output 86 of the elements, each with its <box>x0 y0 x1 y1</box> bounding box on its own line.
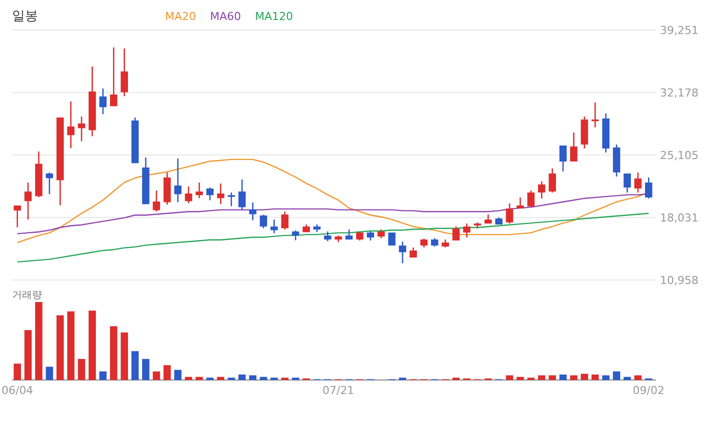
bar <box>196 376 203 380</box>
bar <box>14 364 21 380</box>
bar <box>35 302 42 380</box>
bar <box>184 376 192 380</box>
candlestick <box>249 202 256 221</box>
candlestick <box>67 100 74 149</box>
bar <box>120 332 128 380</box>
candlestick <box>570 132 578 162</box>
candlestick <box>46 172 54 195</box>
bar <box>570 375 578 380</box>
candlestick <box>110 46 118 107</box>
x-tick-label: 06/04 <box>2 384 34 397</box>
bar <box>152 371 160 380</box>
text: MA20 <box>165 10 196 23</box>
x-tick-label: 07/21 <box>322 384 354 397</box>
y-tick-label: 25,105 <box>660 148 698 162</box>
bar <box>624 376 631 380</box>
y-tick-label: 39,251 <box>660 24 698 37</box>
candlestick <box>281 210 288 230</box>
candlestick <box>538 180 546 200</box>
candlestick <box>217 182 224 205</box>
bar <box>612 371 620 380</box>
candlestick <box>120 48 128 97</box>
bar <box>516 376 524 380</box>
bar <box>634 375 642 380</box>
candlestick <box>463 222 470 238</box>
text: MA120 <box>255 10 294 23</box>
bar <box>580 374 588 380</box>
candlestick <box>99 88 107 115</box>
bar <box>131 351 139 380</box>
candlestick <box>506 202 514 224</box>
candlestick <box>324 230 332 242</box>
bar <box>99 371 107 380</box>
bar <box>602 375 610 380</box>
bar <box>142 358 150 380</box>
bar <box>548 375 556 380</box>
bar <box>592 374 599 380</box>
y-tick-label: 10,958 <box>660 274 698 287</box>
bar <box>238 374 246 380</box>
bar <box>559 374 567 380</box>
candlestick <box>398 240 406 264</box>
candlestick <box>452 226 460 242</box>
bar <box>249 375 256 380</box>
bar <box>164 365 171 380</box>
candlestick <box>24 182 32 220</box>
bar <box>67 311 74 380</box>
candlestick <box>559 144 567 172</box>
candlestick <box>527 190 535 208</box>
candlestick <box>388 232 396 246</box>
text: MA60 <box>210 10 242 23</box>
bar <box>260 376 268 380</box>
candlestick <box>238 178 246 210</box>
candlestick <box>152 190 160 212</box>
y-tick-label: 18,031 <box>660 212 698 224</box>
candlestick <box>184 186 192 204</box>
candlestick <box>356 230 364 242</box>
candlestick <box>366 230 374 242</box>
candlestick <box>206 186 214 201</box>
bar <box>24 330 32 380</box>
candlestick <box>292 230 300 241</box>
bar <box>538 375 546 380</box>
candlestick <box>645 176 652 200</box>
line-series <box>16 212 650 263</box>
y-tick-label: 32,178 <box>660 86 698 100</box>
candlestick <box>196 182 203 199</box>
candlestick <box>228 192 235 207</box>
bar <box>110 326 118 380</box>
chart-title: 일봉 <box>12 9 38 24</box>
bar <box>88 310 96 380</box>
candlestick <box>548 168 556 194</box>
candlestick <box>634 172 642 194</box>
bar <box>174 370 182 380</box>
candlestick <box>592 102 599 128</box>
candlestick <box>174 158 182 203</box>
candlestick <box>14 204 21 228</box>
x-tick-label: 09/02 <box>632 384 664 397</box>
bar <box>78 358 86 380</box>
y-axis-title: 거래량 <box>12 290 42 301</box>
candlestick <box>78 116 86 142</box>
candlestick <box>624 172 631 194</box>
bar <box>56 315 64 380</box>
bar <box>46 366 54 380</box>
candlestick <box>270 218 278 234</box>
bar <box>506 375 514 380</box>
bar <box>217 376 224 380</box>
candlestick <box>260 214 268 229</box>
